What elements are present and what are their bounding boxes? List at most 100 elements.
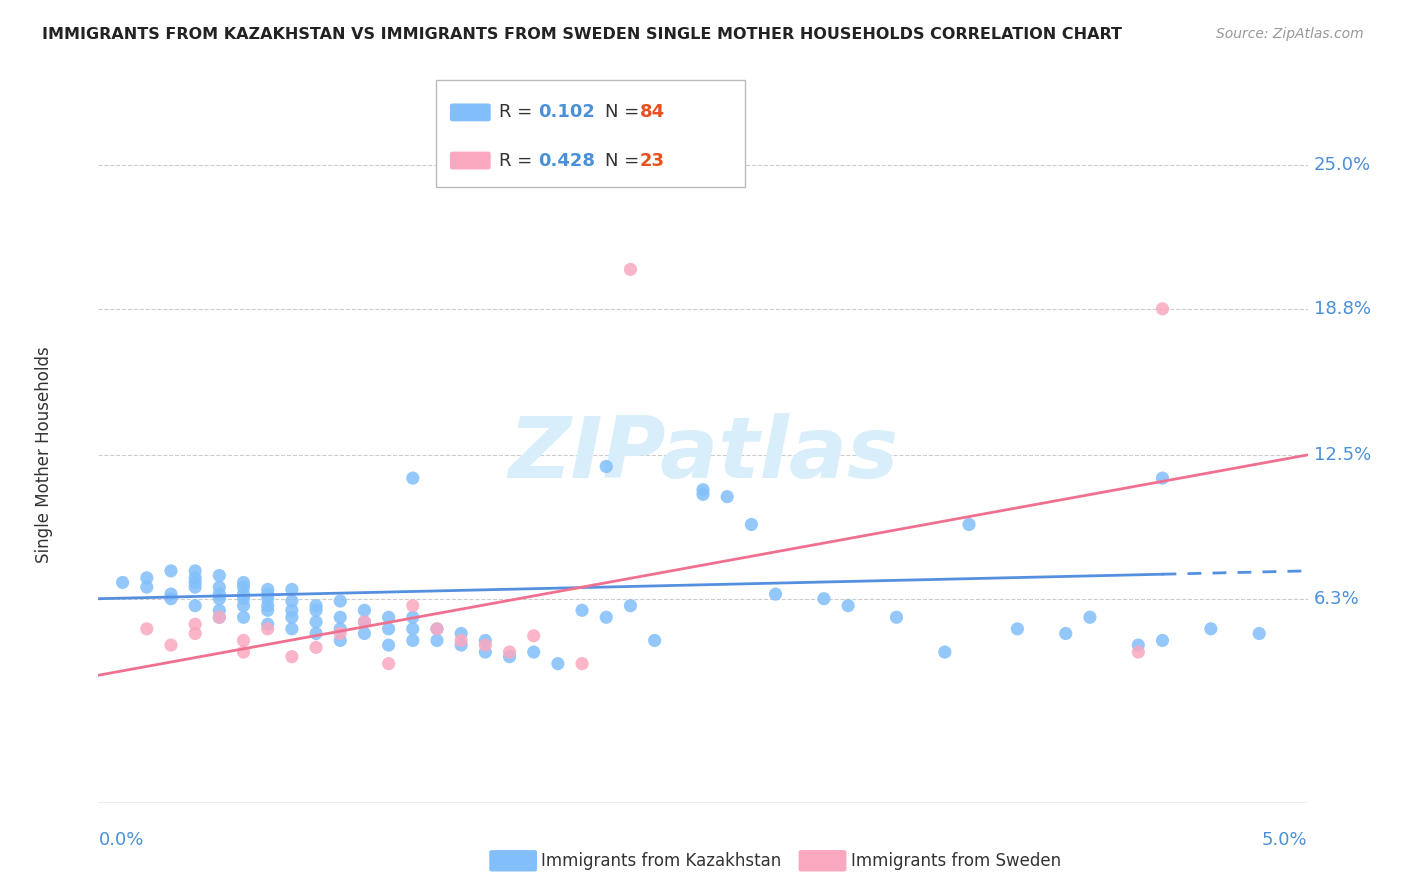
Point <box>353 615 375 629</box>
Point <box>426 622 449 636</box>
Point <box>1128 645 1150 659</box>
Point <box>619 262 641 277</box>
Point <box>353 615 375 629</box>
Point <box>377 638 399 652</box>
Point <box>256 582 278 597</box>
Point <box>498 645 520 659</box>
Text: Immigrants from Sweden: Immigrants from Sweden <box>851 852 1060 870</box>
Point <box>184 599 207 613</box>
Point <box>547 657 569 671</box>
Text: IMMIGRANTS FROM KAZAKHSTAN VS IMMIGRANTS FROM SWEDEN SINGLE MOTHER HOUSEHOLDS CO: IMMIGRANTS FROM KAZAKHSTAN VS IMMIGRANTS… <box>42 27 1122 42</box>
Point <box>353 603 375 617</box>
Point <box>232 645 254 659</box>
Point <box>571 603 593 617</box>
Point <box>523 645 546 659</box>
Point <box>281 622 304 636</box>
Point <box>135 580 157 594</box>
Point <box>135 622 157 636</box>
Text: R =: R = <box>499 152 538 169</box>
Point <box>208 587 231 601</box>
Point <box>402 471 425 485</box>
Point <box>281 649 304 664</box>
Point <box>135 571 157 585</box>
Point <box>232 587 254 601</box>
Point <box>402 633 425 648</box>
Point <box>184 580 207 594</box>
Point <box>305 615 328 629</box>
Point <box>450 633 472 648</box>
Text: 84: 84 <box>640 103 665 121</box>
Point <box>160 591 183 606</box>
Point <box>208 568 231 582</box>
Text: 0.0%: 0.0% <box>98 830 143 848</box>
Point <box>232 591 254 606</box>
Point <box>305 603 328 617</box>
Point <box>523 629 546 643</box>
Text: 12.5%: 12.5% <box>1313 446 1371 464</box>
Point <box>716 490 738 504</box>
Text: 5.0%: 5.0% <box>1263 830 1308 848</box>
Point <box>595 459 617 474</box>
Point <box>377 657 399 671</box>
Text: N =: N = <box>605 103 644 121</box>
Point <box>934 645 956 659</box>
Text: 23: 23 <box>640 152 665 169</box>
Point <box>426 622 449 636</box>
Point <box>232 575 254 590</box>
Point <box>256 603 278 617</box>
Point <box>160 564 183 578</box>
Point <box>208 580 231 594</box>
Point <box>256 617 278 632</box>
Point <box>184 617 207 632</box>
Text: N =: N = <box>605 152 644 169</box>
Point <box>377 622 399 636</box>
Text: 0.102: 0.102 <box>538 103 595 121</box>
Point <box>595 610 617 624</box>
Point <box>208 603 231 617</box>
Text: 18.8%: 18.8% <box>1313 300 1371 318</box>
Text: Immigrants from Kazakhstan: Immigrants from Kazakhstan <box>541 852 782 870</box>
Point <box>619 599 641 613</box>
Point <box>450 626 472 640</box>
Point <box>281 603 304 617</box>
Text: 0.428: 0.428 <box>538 152 596 169</box>
Point <box>377 610 399 624</box>
Point <box>426 633 449 648</box>
Point <box>305 640 328 655</box>
Text: ZIPatlas: ZIPatlas <box>508 413 898 497</box>
Text: 25.0%: 25.0% <box>1313 156 1371 174</box>
Point <box>232 599 254 613</box>
Point <box>208 610 231 624</box>
Point <box>305 599 328 613</box>
Point <box>305 626 328 640</box>
Point <box>281 582 304 597</box>
Point <box>644 633 666 648</box>
Point <box>208 610 231 624</box>
Point <box>837 599 859 613</box>
Point <box>232 580 254 594</box>
Point <box>692 487 714 501</box>
Point <box>184 571 207 585</box>
Point <box>329 594 352 608</box>
Point <box>329 610 352 624</box>
Point <box>184 564 207 578</box>
Point <box>1249 626 1271 640</box>
Point <box>329 626 352 640</box>
Point <box>957 517 980 532</box>
Point <box>402 599 425 613</box>
Text: R =: R = <box>499 103 538 121</box>
Point <box>184 626 207 640</box>
Point <box>692 483 714 497</box>
Point <box>813 591 835 606</box>
Point <box>1128 638 1150 652</box>
Point <box>160 587 183 601</box>
Point <box>740 517 762 532</box>
Point <box>498 649 520 664</box>
Text: 6.3%: 6.3% <box>1313 590 1360 607</box>
Point <box>256 599 278 613</box>
Point <box>1152 301 1174 316</box>
Point <box>208 591 231 606</box>
Point <box>329 633 352 648</box>
Point <box>1199 622 1222 636</box>
Point <box>329 622 352 636</box>
